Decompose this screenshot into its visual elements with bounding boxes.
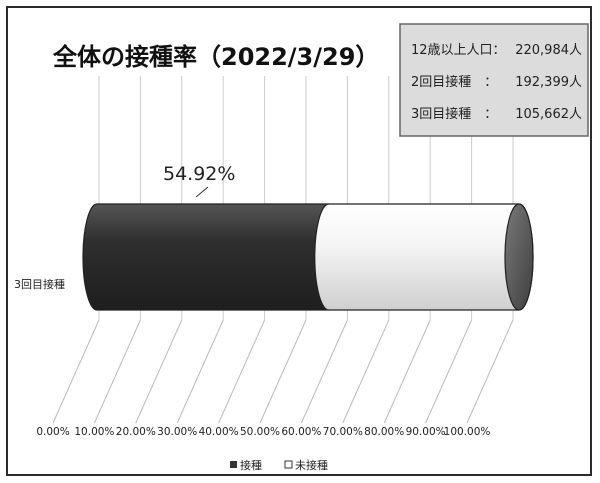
legend-swatch-unvaccinated bbox=[284, 460, 293, 469]
info-row-value: 105,662人 bbox=[515, 107, 582, 122]
gridline-floor bbox=[425, 319, 473, 424]
gridline-floor bbox=[218, 319, 266, 424]
gridline-floor bbox=[259, 319, 307, 424]
x-tick-label: 30.00% bbox=[157, 426, 197, 438]
x-tick-labels: 0.00% 10.00% 20.00% 30.00% 40.00% 50.00% 60.00… bbox=[36, 426, 490, 438]
info-row-label: 2回目接種 ： bbox=[411, 74, 497, 90]
x-tick-label: 70.00% bbox=[323, 426, 363, 438]
chart-frame: 全体の接種率（2022/3/29） 12歳以上人口： 220,984人 2回目接… bbox=[6, 6, 592, 476]
legend-label-unvaccinated: 未接種 bbox=[295, 458, 328, 472]
info-row-value: 192,399人 bbox=[515, 75, 582, 90]
data-label: 54.92% bbox=[163, 163, 235, 185]
info-box-background bbox=[399, 23, 589, 137]
gridline-floor bbox=[466, 319, 514, 424]
x-tick-label: 20.00% bbox=[116, 426, 156, 438]
legend: 接種 未接種 bbox=[230, 458, 328, 472]
data-label-leader bbox=[195, 186, 209, 198]
bar-end-cap bbox=[504, 203, 534, 311]
gridline-floor bbox=[342, 319, 390, 424]
x-tick-label: 90.00% bbox=[406, 426, 446, 438]
gridline-floor bbox=[135, 319, 183, 424]
x-tick-label: 50.00% bbox=[240, 426, 280, 438]
category-label: 3回目接種 bbox=[14, 277, 65, 291]
bar-layer bbox=[82, 203, 534, 311]
x-tick-label: 40.00% bbox=[199, 426, 239, 438]
gridline-floor bbox=[93, 319, 141, 424]
info-row-value: 220,984人 bbox=[515, 43, 582, 58]
legend-swatch-vaccinated bbox=[230, 461, 237, 468]
x-tick-label: 10.00% bbox=[74, 426, 114, 438]
info-row-label: 3回目接種 ： bbox=[411, 106, 497, 122]
x-tick-label: 80.00% bbox=[364, 426, 404, 438]
info-box: 12歳以上人口： 220,984人 2回目接種 ： 192,399人 3回目接種… bbox=[399, 23, 589, 137]
chart-title: 全体の接種率（2022/3/29） bbox=[52, 43, 379, 71]
gridline-floor bbox=[300, 319, 348, 424]
bar-segment-unvaccinated bbox=[314, 203, 534, 311]
bar-segment-vaccinated bbox=[82, 203, 344, 311]
gridline-floor bbox=[52, 319, 100, 424]
x-tick-label: 60.00% bbox=[281, 426, 321, 438]
x-tick-label: 100.00% bbox=[444, 426, 491, 438]
info-row-label: 12歳以上人口： bbox=[411, 43, 506, 58]
gridline-floor bbox=[383, 319, 431, 424]
vaccination-rate-chart: 全体の接種率（2022/3/29） 12歳以上人口： 220,984人 2回目接… bbox=[14, 23, 589, 472]
legend-label-vaccinated: 接種 bbox=[240, 458, 262, 472]
x-tick-label: 0.00% bbox=[36, 426, 69, 438]
gridline-floor bbox=[176, 319, 224, 424]
